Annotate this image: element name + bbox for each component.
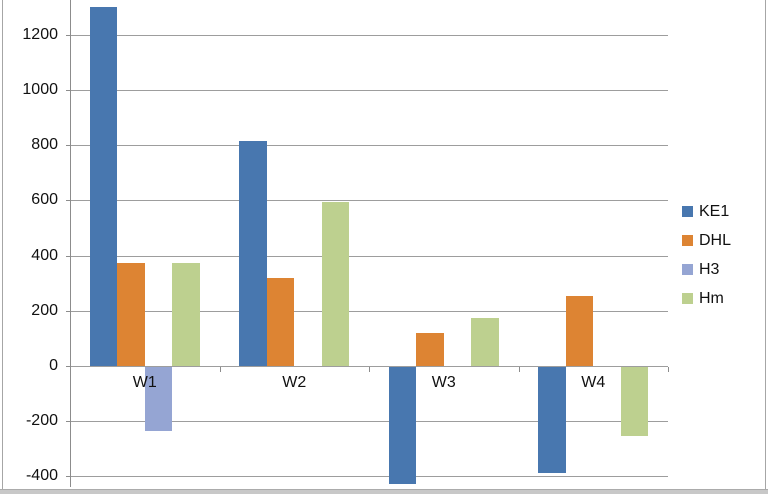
y-axis-tick-label: 1000 <box>22 81 58 98</box>
bar-Hm-W1[interactable] <box>172 262 200 366</box>
y-axis-tick-label: 0 <box>49 357 58 374</box>
y-axis-tick-label: 800 <box>31 136 58 153</box>
bar-Hm-W2[interactable] <box>321 201 350 366</box>
legend-item-DHL[interactable]: DHL <box>682 226 762 255</box>
x-axis-tick <box>369 367 370 372</box>
chart-left-border <box>2 0 3 489</box>
chart-legend[interactable]: KE1 DHL H3 Hm <box>682 197 762 313</box>
bar-KE1-W1[interactable] <box>89 7 118 366</box>
y-axis-tick-label: -400 <box>25 467 58 484</box>
x-axis-tick <box>519 367 520 372</box>
y-axis-tick <box>66 366 70 367</box>
y-axis-tick-label: 200 <box>31 302 58 319</box>
x-axis-tick <box>70 367 71 372</box>
bar-KE1-W4[interactable] <box>538 367 566 474</box>
y-axis-tick <box>66 421 70 422</box>
legend-item-KE1[interactable]: KE1 <box>682 197 762 226</box>
legend-item-Hm[interactable]: Hm <box>682 284 762 313</box>
bar-DHL-W2[interactable] <box>266 277 295 366</box>
x-axis-tick <box>220 367 221 372</box>
gridline-y-1200 <box>70 35 668 36</box>
legend-label: DHL <box>699 231 732 249</box>
legend-label: KE1 <box>699 202 730 220</box>
gridline-y-600 <box>70 200 668 201</box>
chart-right-border <box>765 0 766 489</box>
bar-H3-W1[interactable] <box>144 367 173 431</box>
y-axis-tick <box>66 200 70 201</box>
bar-Hm-W3[interactable] <box>471 317 499 366</box>
bar-DHL-W4[interactable] <box>565 295 594 366</box>
bar-KE1-W2[interactable] <box>239 141 267 366</box>
legend-item-H3[interactable]: H3 <box>682 255 762 284</box>
legend-label: H3 <box>699 260 720 278</box>
y-axis-line <box>70 0 71 487</box>
x-axis-category-label: W2 <box>282 374 307 391</box>
gridline-y--400 <box>70 476 668 477</box>
y-axis-tick-label: 600 <box>31 191 58 208</box>
gridline-y-400 <box>70 256 668 257</box>
y-axis-tick-label: -200 <box>25 412 58 429</box>
y-axis-tick <box>66 145 70 146</box>
legend-label: Hm <box>699 289 724 307</box>
y-axis-tick <box>66 476 70 477</box>
legend-swatch-KE1 <box>682 206 693 217</box>
y-axis-tick <box>66 90 70 91</box>
y-axis-tick <box>66 35 70 36</box>
bar-Hm-W4[interactable] <box>620 367 649 436</box>
gridline-y-800 <box>70 145 668 146</box>
legend-swatch-DHL <box>682 235 693 246</box>
gridline-y--200 <box>70 421 668 422</box>
x-axis-tick <box>668 367 669 372</box>
legend-swatch-Hm <box>682 293 693 304</box>
y-axis-tick <box>66 311 70 312</box>
bar-KE1-W3[interactable] <box>388 367 417 485</box>
legend-swatch-H3 <box>682 264 693 275</box>
window-bottom-strip <box>0 489 768 494</box>
x-axis-category-label: W3 <box>431 374 456 391</box>
gridline-y-1000 <box>70 90 668 91</box>
x-axis-category-label: W1 <box>132 374 157 391</box>
x-axis-category-label: W4 <box>581 374 606 391</box>
y-axis-tick <box>66 256 70 257</box>
bar-DHL-W1[interactable] <box>117 262 145 366</box>
bar-DHL-W3[interactable] <box>416 332 444 366</box>
y-axis-tick-label: 400 <box>31 247 58 264</box>
gridline-y-200 <box>70 311 668 312</box>
y-axis-tick-label: 1200 <box>22 26 58 43</box>
gridline-y-0 <box>70 366 668 367</box>
